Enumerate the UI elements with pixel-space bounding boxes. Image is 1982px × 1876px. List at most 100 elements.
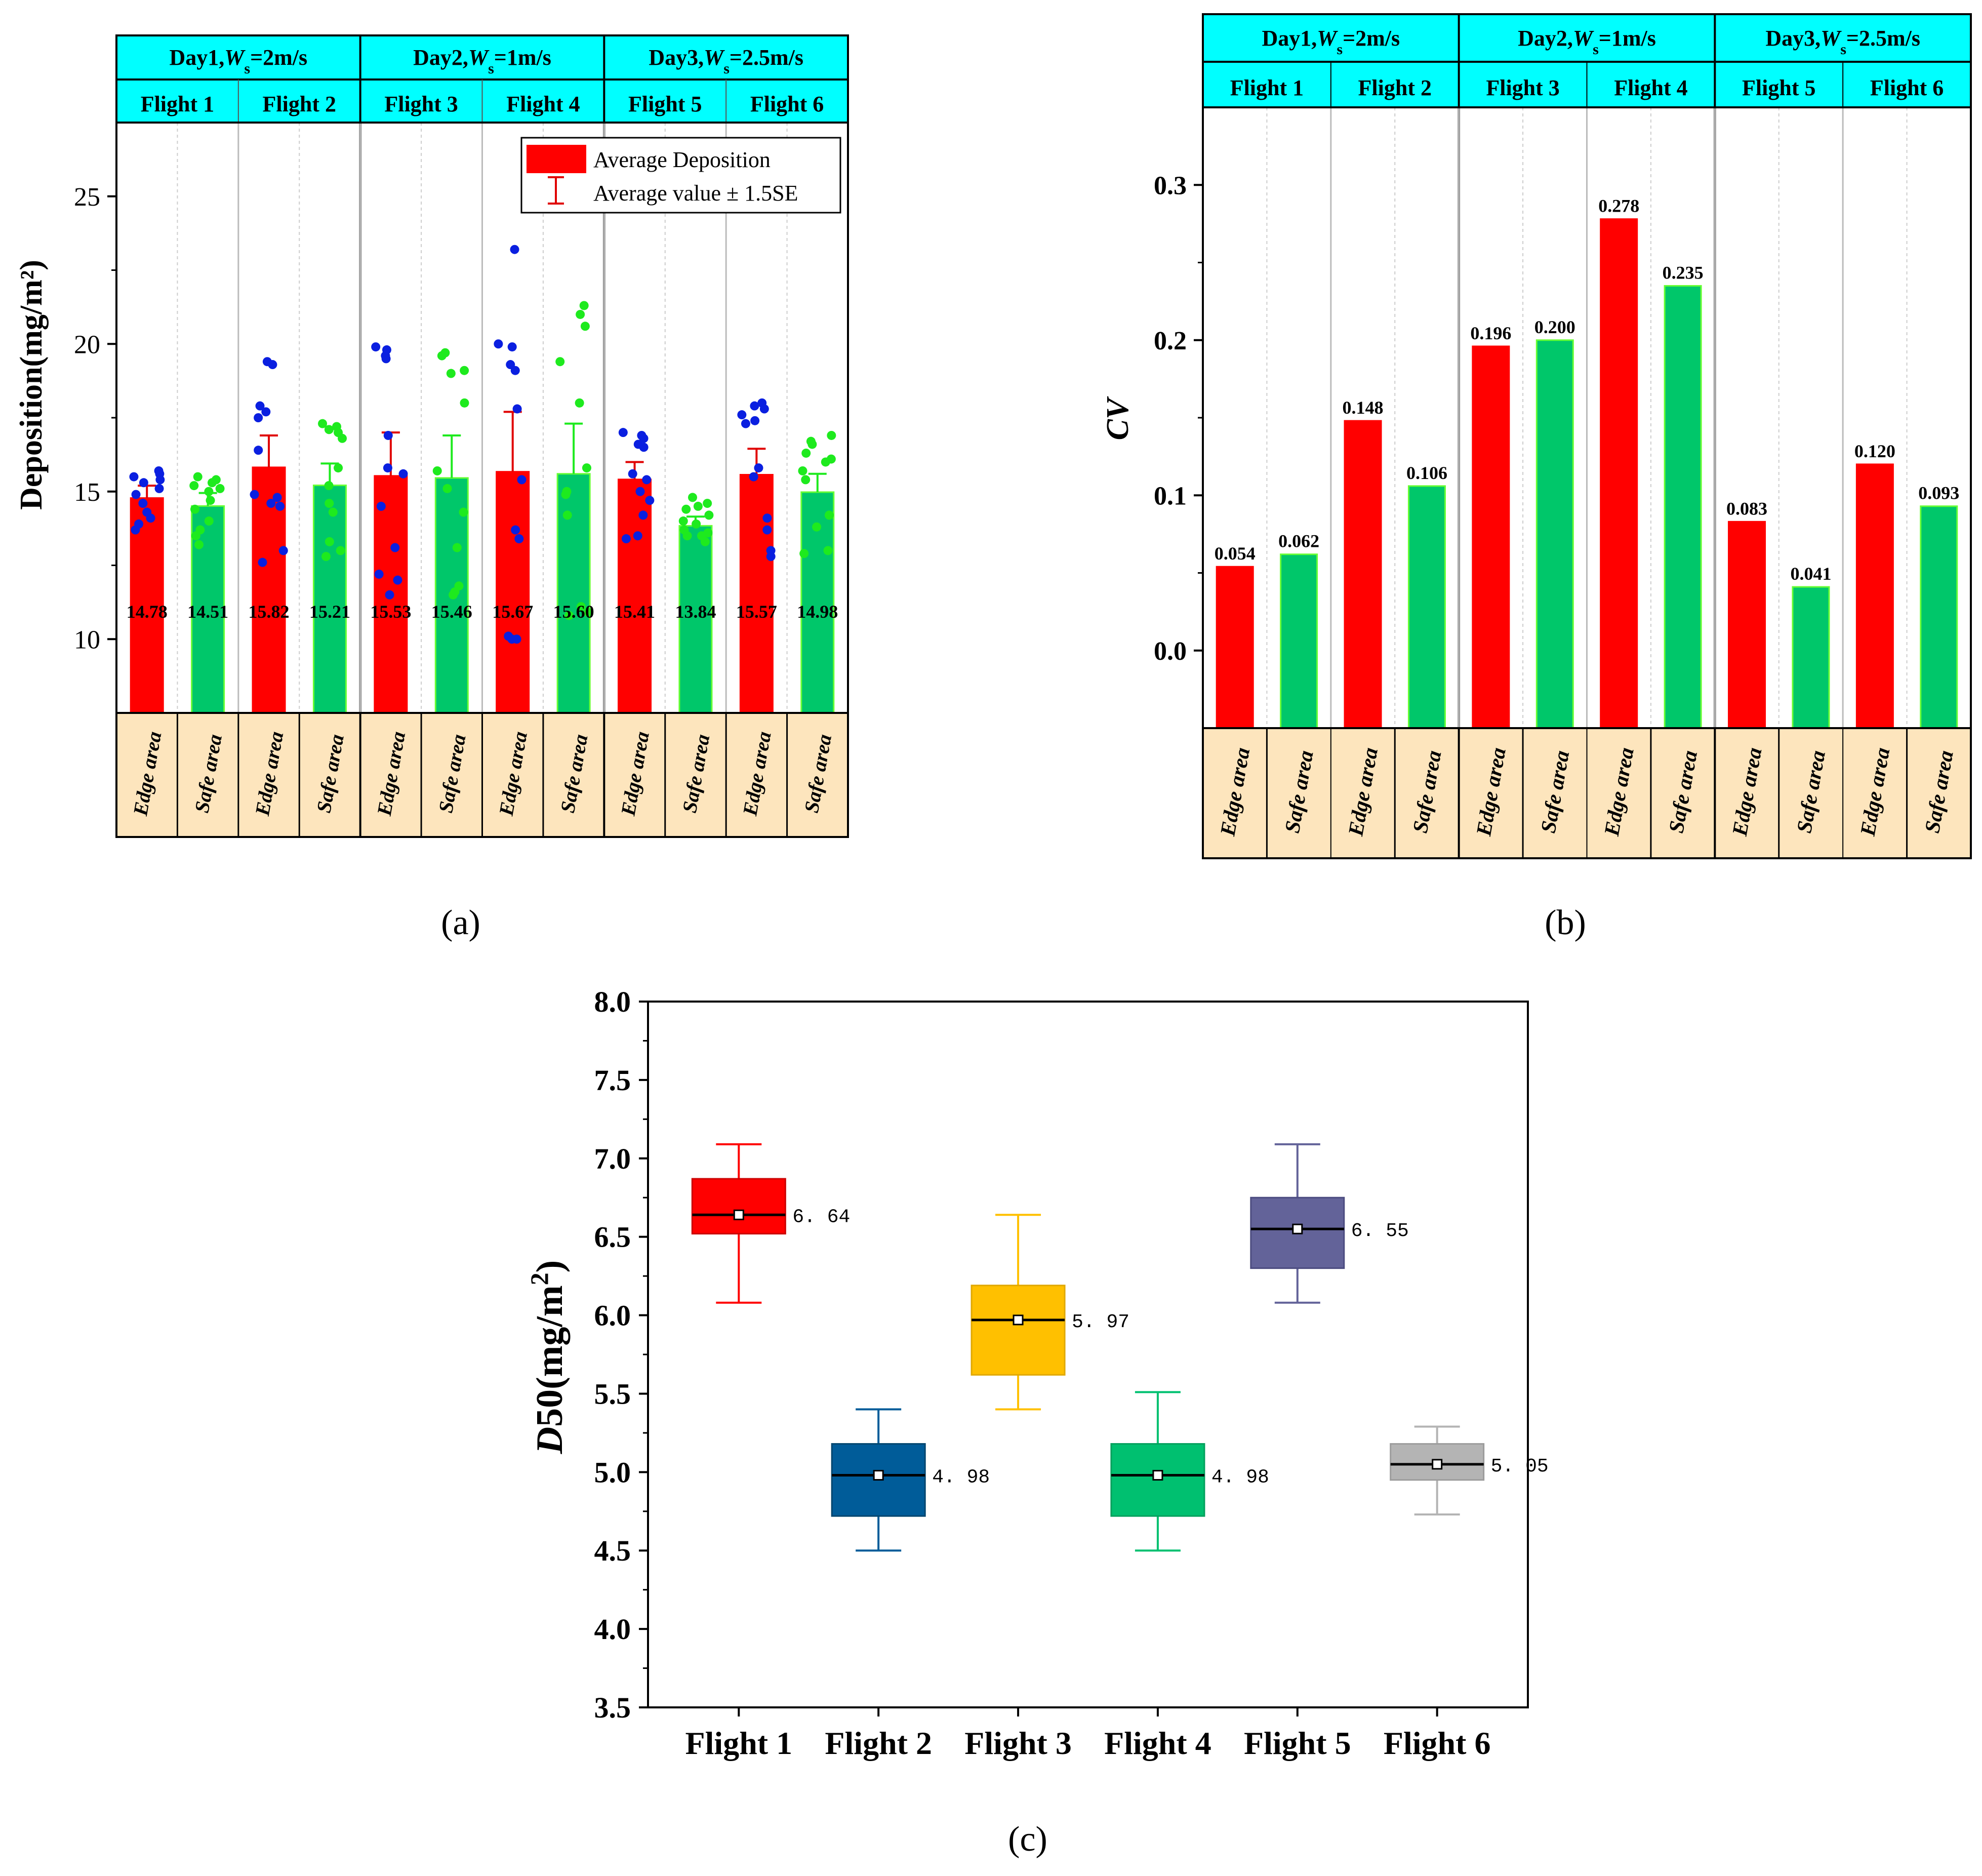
data-point bbox=[193, 472, 203, 482]
data-point bbox=[254, 446, 263, 455]
data-point bbox=[432, 466, 442, 475]
data-point bbox=[255, 401, 265, 411]
y-axis-title: Deposition(mg/m²) bbox=[14, 260, 49, 510]
data-point bbox=[642, 475, 652, 485]
bar-safe bbox=[1920, 505, 1958, 729]
bar-value-label: 15.82 bbox=[249, 602, 290, 622]
bar-edge bbox=[1600, 218, 1638, 729]
data-point bbox=[459, 507, 468, 517]
data-point bbox=[154, 484, 164, 493]
data-point bbox=[576, 602, 586, 612]
data-point bbox=[628, 469, 637, 478]
bar-safe bbox=[1407, 485, 1446, 729]
header-flight: Flight 2 bbox=[1358, 75, 1432, 100]
data-point bbox=[514, 534, 524, 544]
x-tick-label: Flight 6 bbox=[1384, 1725, 1491, 1761]
bar-value-label: 0.106 bbox=[1406, 463, 1447, 483]
data-point bbox=[494, 339, 503, 349]
bar-safe bbox=[556, 473, 591, 714]
data-point bbox=[278, 546, 288, 555]
data-point bbox=[189, 481, 199, 491]
mean-marker bbox=[1013, 1314, 1024, 1326]
y-tick-label: 0.1 bbox=[1154, 482, 1187, 510]
data-point bbox=[385, 590, 394, 600]
data-point bbox=[681, 504, 691, 514]
box-iqr bbox=[691, 1178, 786, 1234]
data-point bbox=[561, 490, 571, 499]
bar-value-label: 0.200 bbox=[1534, 317, 1575, 337]
data-point bbox=[639, 433, 649, 443]
data-point bbox=[207, 478, 217, 488]
data-point bbox=[138, 499, 148, 508]
header-flight: Flight 1 bbox=[1230, 75, 1304, 100]
bar-edge bbox=[739, 474, 774, 714]
data-point bbox=[749, 472, 758, 482]
bar-value-label: 0.148 bbox=[1343, 397, 1384, 418]
mean-marker bbox=[733, 1209, 744, 1220]
median-value-label: 6. 55 bbox=[1351, 1220, 1409, 1242]
data-point bbox=[324, 425, 334, 434]
data-point bbox=[564, 611, 574, 620]
data-point bbox=[191, 531, 200, 541]
y-tick-label: 7.0 bbox=[594, 1142, 631, 1175]
y-tick-label: 7.5 bbox=[594, 1064, 631, 1097]
data-point bbox=[821, 457, 830, 467]
mean-marker bbox=[1432, 1459, 1443, 1470]
x-tick-label: Flight 2 bbox=[825, 1725, 932, 1761]
data-point bbox=[131, 490, 141, 499]
data-point bbox=[206, 496, 215, 505]
box-iqr bbox=[970, 1285, 1066, 1376]
data-point bbox=[338, 433, 347, 443]
bar-value-label: 0.278 bbox=[1598, 196, 1639, 216]
header-flight: Flight 3 bbox=[1486, 75, 1559, 100]
box-flight-2: 4. 98 bbox=[831, 1408, 990, 1552]
box-flight-4: 4. 98 bbox=[1110, 1391, 1269, 1552]
data-point bbox=[750, 416, 760, 425]
y-tick-label: 8.0 bbox=[594, 985, 631, 1018]
bar-value-label: 15.60 bbox=[553, 602, 594, 622]
header-flight: Flight 6 bbox=[750, 92, 824, 116]
data-point bbox=[442, 484, 452, 493]
data-point bbox=[635, 487, 645, 496]
data-point bbox=[146, 513, 155, 523]
data-point bbox=[639, 443, 649, 452]
data-point bbox=[633, 531, 642, 541]
data-point bbox=[381, 354, 391, 364]
y-tick-label: 20 bbox=[74, 330, 100, 359]
box-flight-5: 6. 55 bbox=[1250, 1143, 1409, 1304]
legend-err-label: Average value ± 1.5SE bbox=[593, 181, 798, 206]
data-point bbox=[703, 528, 713, 538]
y-tick-label: 6.5 bbox=[594, 1221, 631, 1254]
x-tick-label: Flight 3 bbox=[964, 1725, 1072, 1761]
data-point bbox=[131, 525, 140, 535]
bar-edge bbox=[496, 471, 530, 714]
data-point bbox=[336, 546, 345, 555]
data-point bbox=[703, 499, 712, 508]
data-point bbox=[576, 309, 585, 319]
data-point bbox=[382, 345, 391, 354]
data-point bbox=[507, 342, 517, 352]
y-tick-label: 3.5 bbox=[594, 1691, 631, 1724]
header-flight: Flight 5 bbox=[1742, 75, 1815, 100]
data-point bbox=[799, 549, 809, 558]
bar-value-label: 13.84 bbox=[675, 602, 716, 622]
legend: Average Deposition Average value ± 1.5SE bbox=[520, 137, 841, 214]
bar-safe bbox=[1792, 586, 1830, 729]
header-flight: Flight 4 bbox=[1614, 75, 1687, 100]
data-point bbox=[579, 301, 589, 310]
data-point bbox=[759, 404, 769, 414]
data-point bbox=[376, 501, 386, 511]
bar-value-label: 0.093 bbox=[1918, 483, 1959, 503]
data-point bbox=[452, 543, 462, 552]
header-flight: Flight 2 bbox=[263, 92, 336, 116]
y-tick-label: 0.3 bbox=[1154, 171, 1187, 200]
y-tick-label: 6.0 bbox=[594, 1299, 631, 1332]
data-point bbox=[762, 513, 772, 523]
median-value-label: 4. 98 bbox=[1211, 1467, 1269, 1489]
data-point bbox=[555, 357, 565, 367]
y-tick-label: 0.2 bbox=[1154, 327, 1187, 355]
bar-safe bbox=[191, 505, 225, 714]
bar-value-label: 14.98 bbox=[797, 602, 838, 622]
median-value-label: 5. 97 bbox=[1072, 1311, 1129, 1333]
data-point bbox=[807, 440, 817, 449]
